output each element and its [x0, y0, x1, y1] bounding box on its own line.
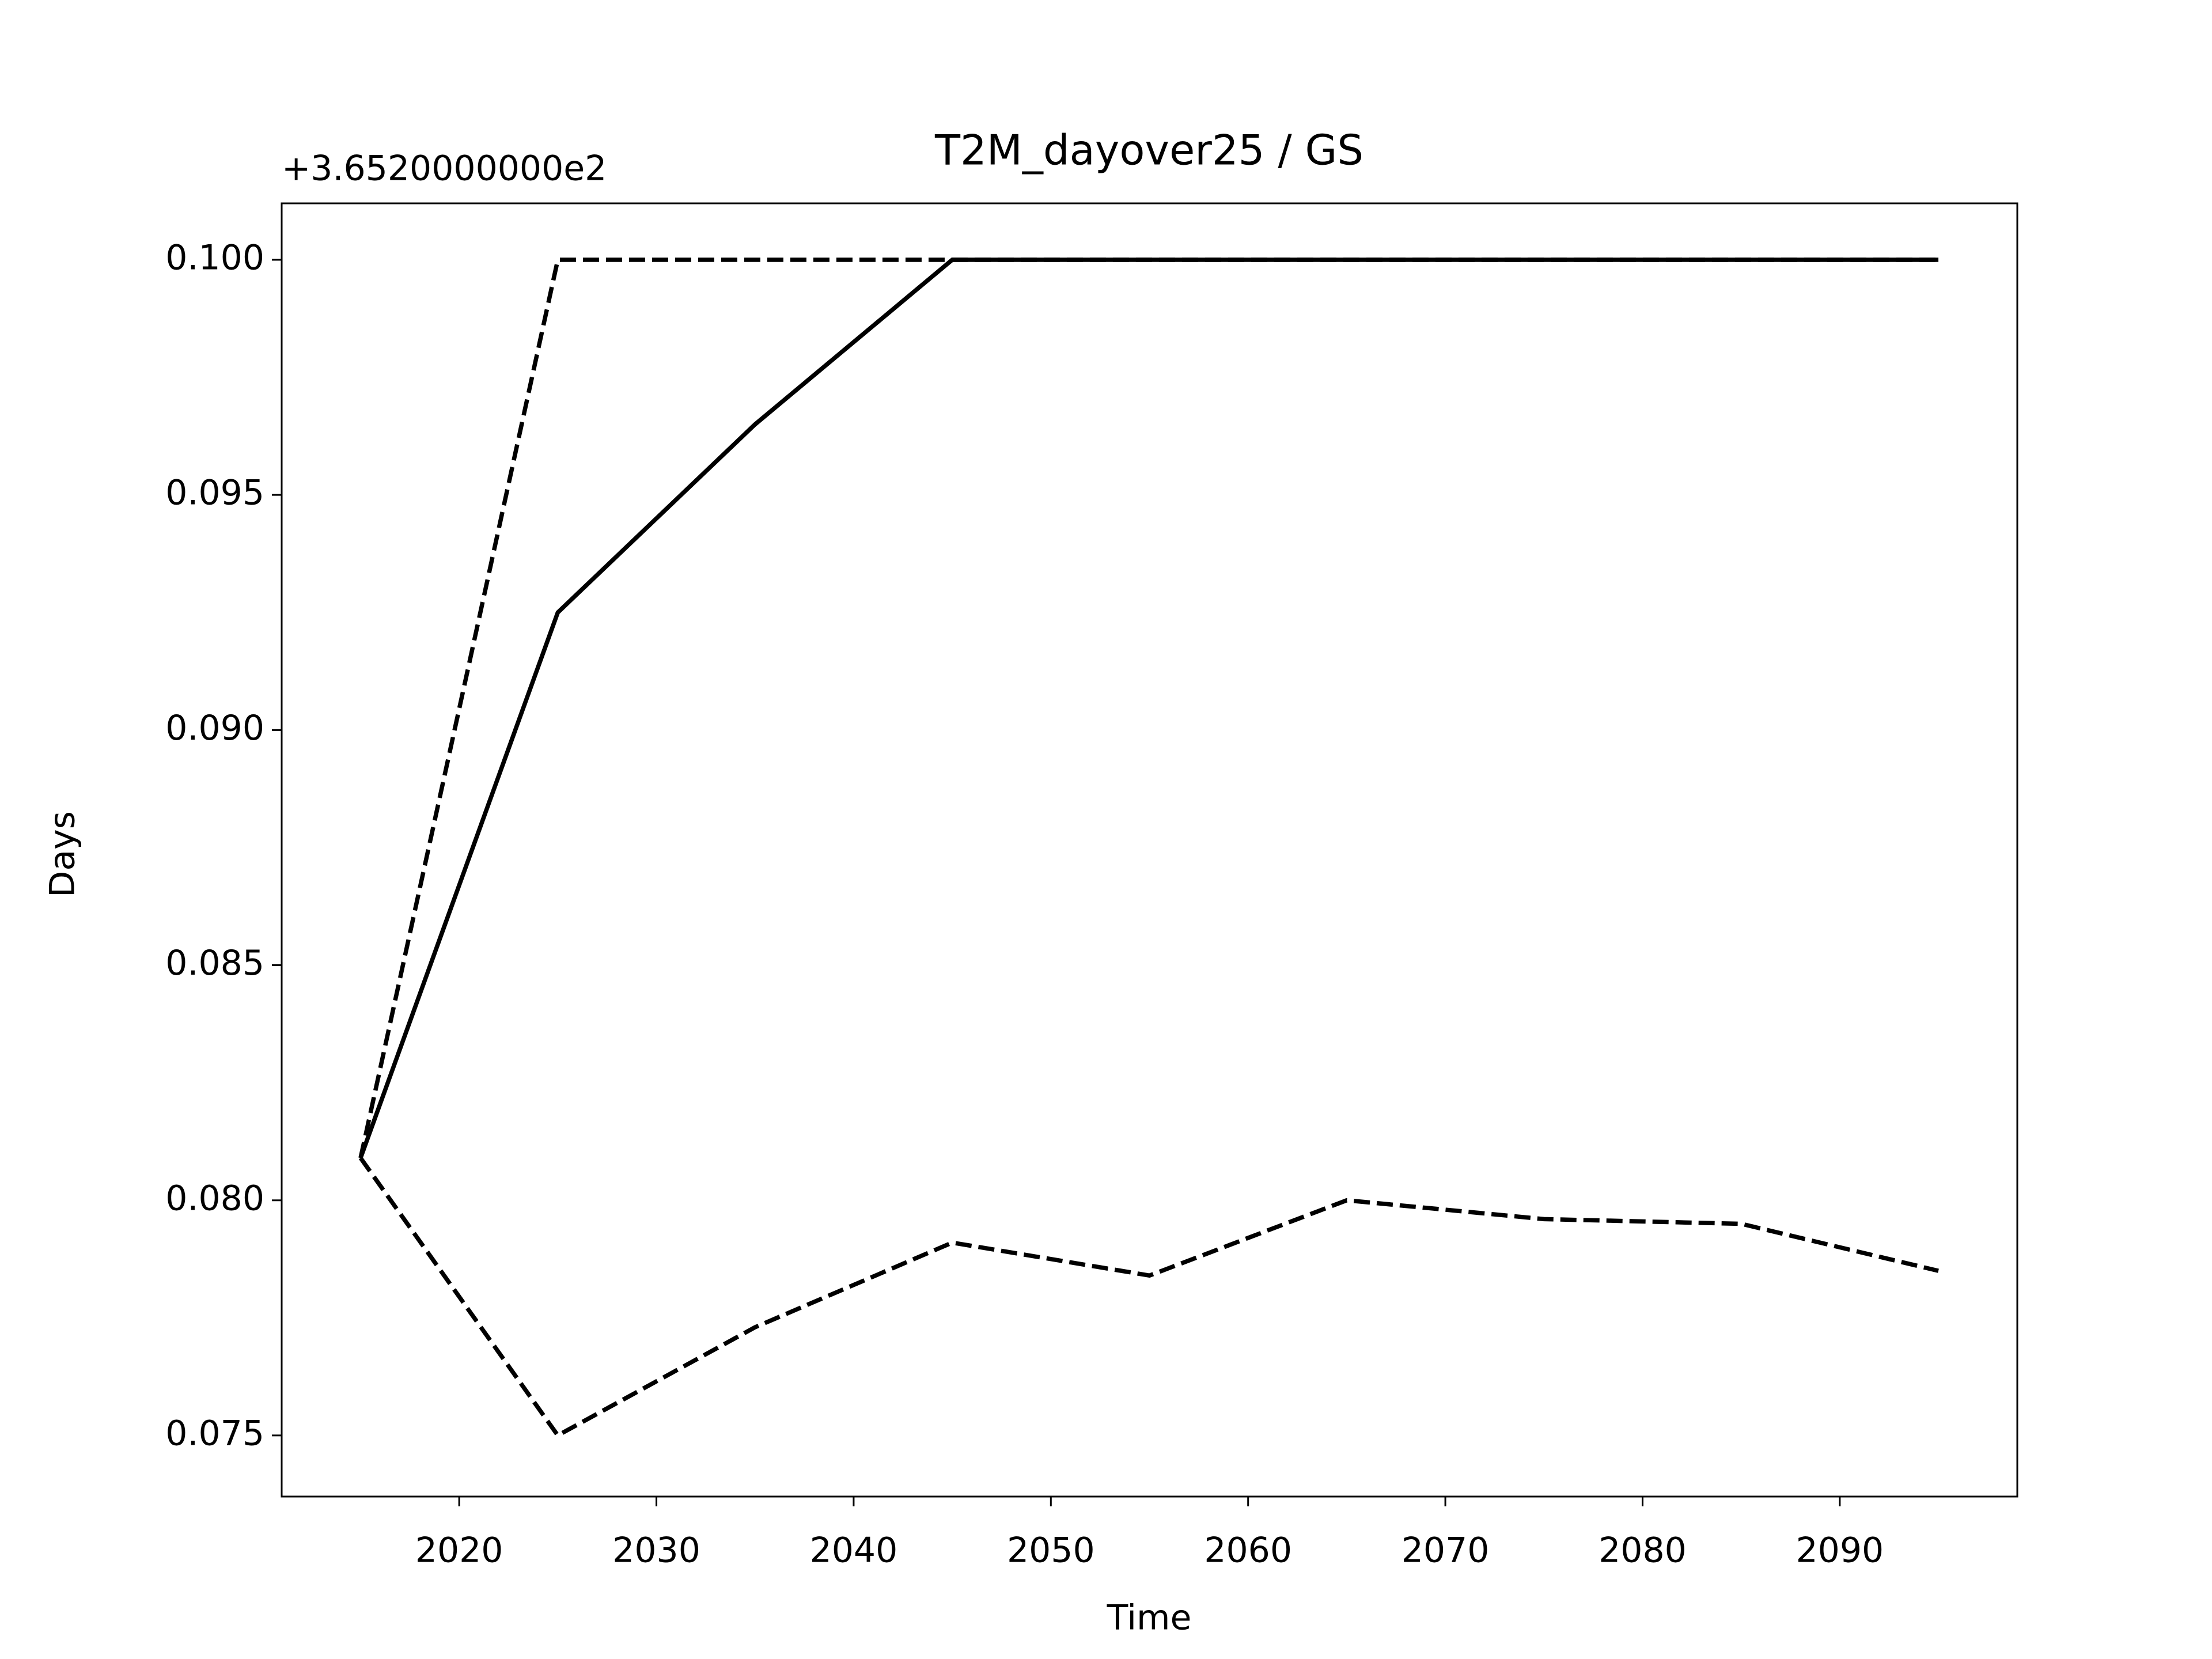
chart-title: T2M_dayover25 / GS [934, 126, 1363, 175]
x-tick-label: 2080 [1599, 1531, 1687, 1571]
x-tick-label: 2090 [1796, 1531, 1884, 1571]
line-series [358, 257, 1939, 1159]
y-axis-label: Days [43, 811, 83, 897]
offset-text: +3.6520000000e2 [282, 149, 607, 189]
axes-frame [281, 202, 2018, 1498]
x-tick-label: 2070 [1402, 1531, 1490, 1571]
x-tick-label: 2020 [415, 1531, 503, 1571]
x-tick-label: 2040 [810, 1531, 898, 1571]
line-series [358, 1157, 1939, 1438]
x-tick-label: 2030 [612, 1531, 700, 1571]
line-series [358, 257, 1939, 1159]
y-tick-label: 0.085 [165, 943, 264, 983]
y-tick-label: 0.075 [165, 1413, 264, 1453]
y-tick-label: 0.100 [165, 238, 264, 278]
x-tick-label: 2060 [1204, 1531, 1292, 1571]
x-tick-label: 2050 [1007, 1531, 1095, 1571]
y-tick-label: 0.090 [165, 708, 264, 748]
y-tick-label: 0.080 [165, 1178, 264, 1218]
x-axis-label: Time [1107, 1598, 1192, 1638]
y-tick-label: 0.095 [165, 473, 264, 513]
